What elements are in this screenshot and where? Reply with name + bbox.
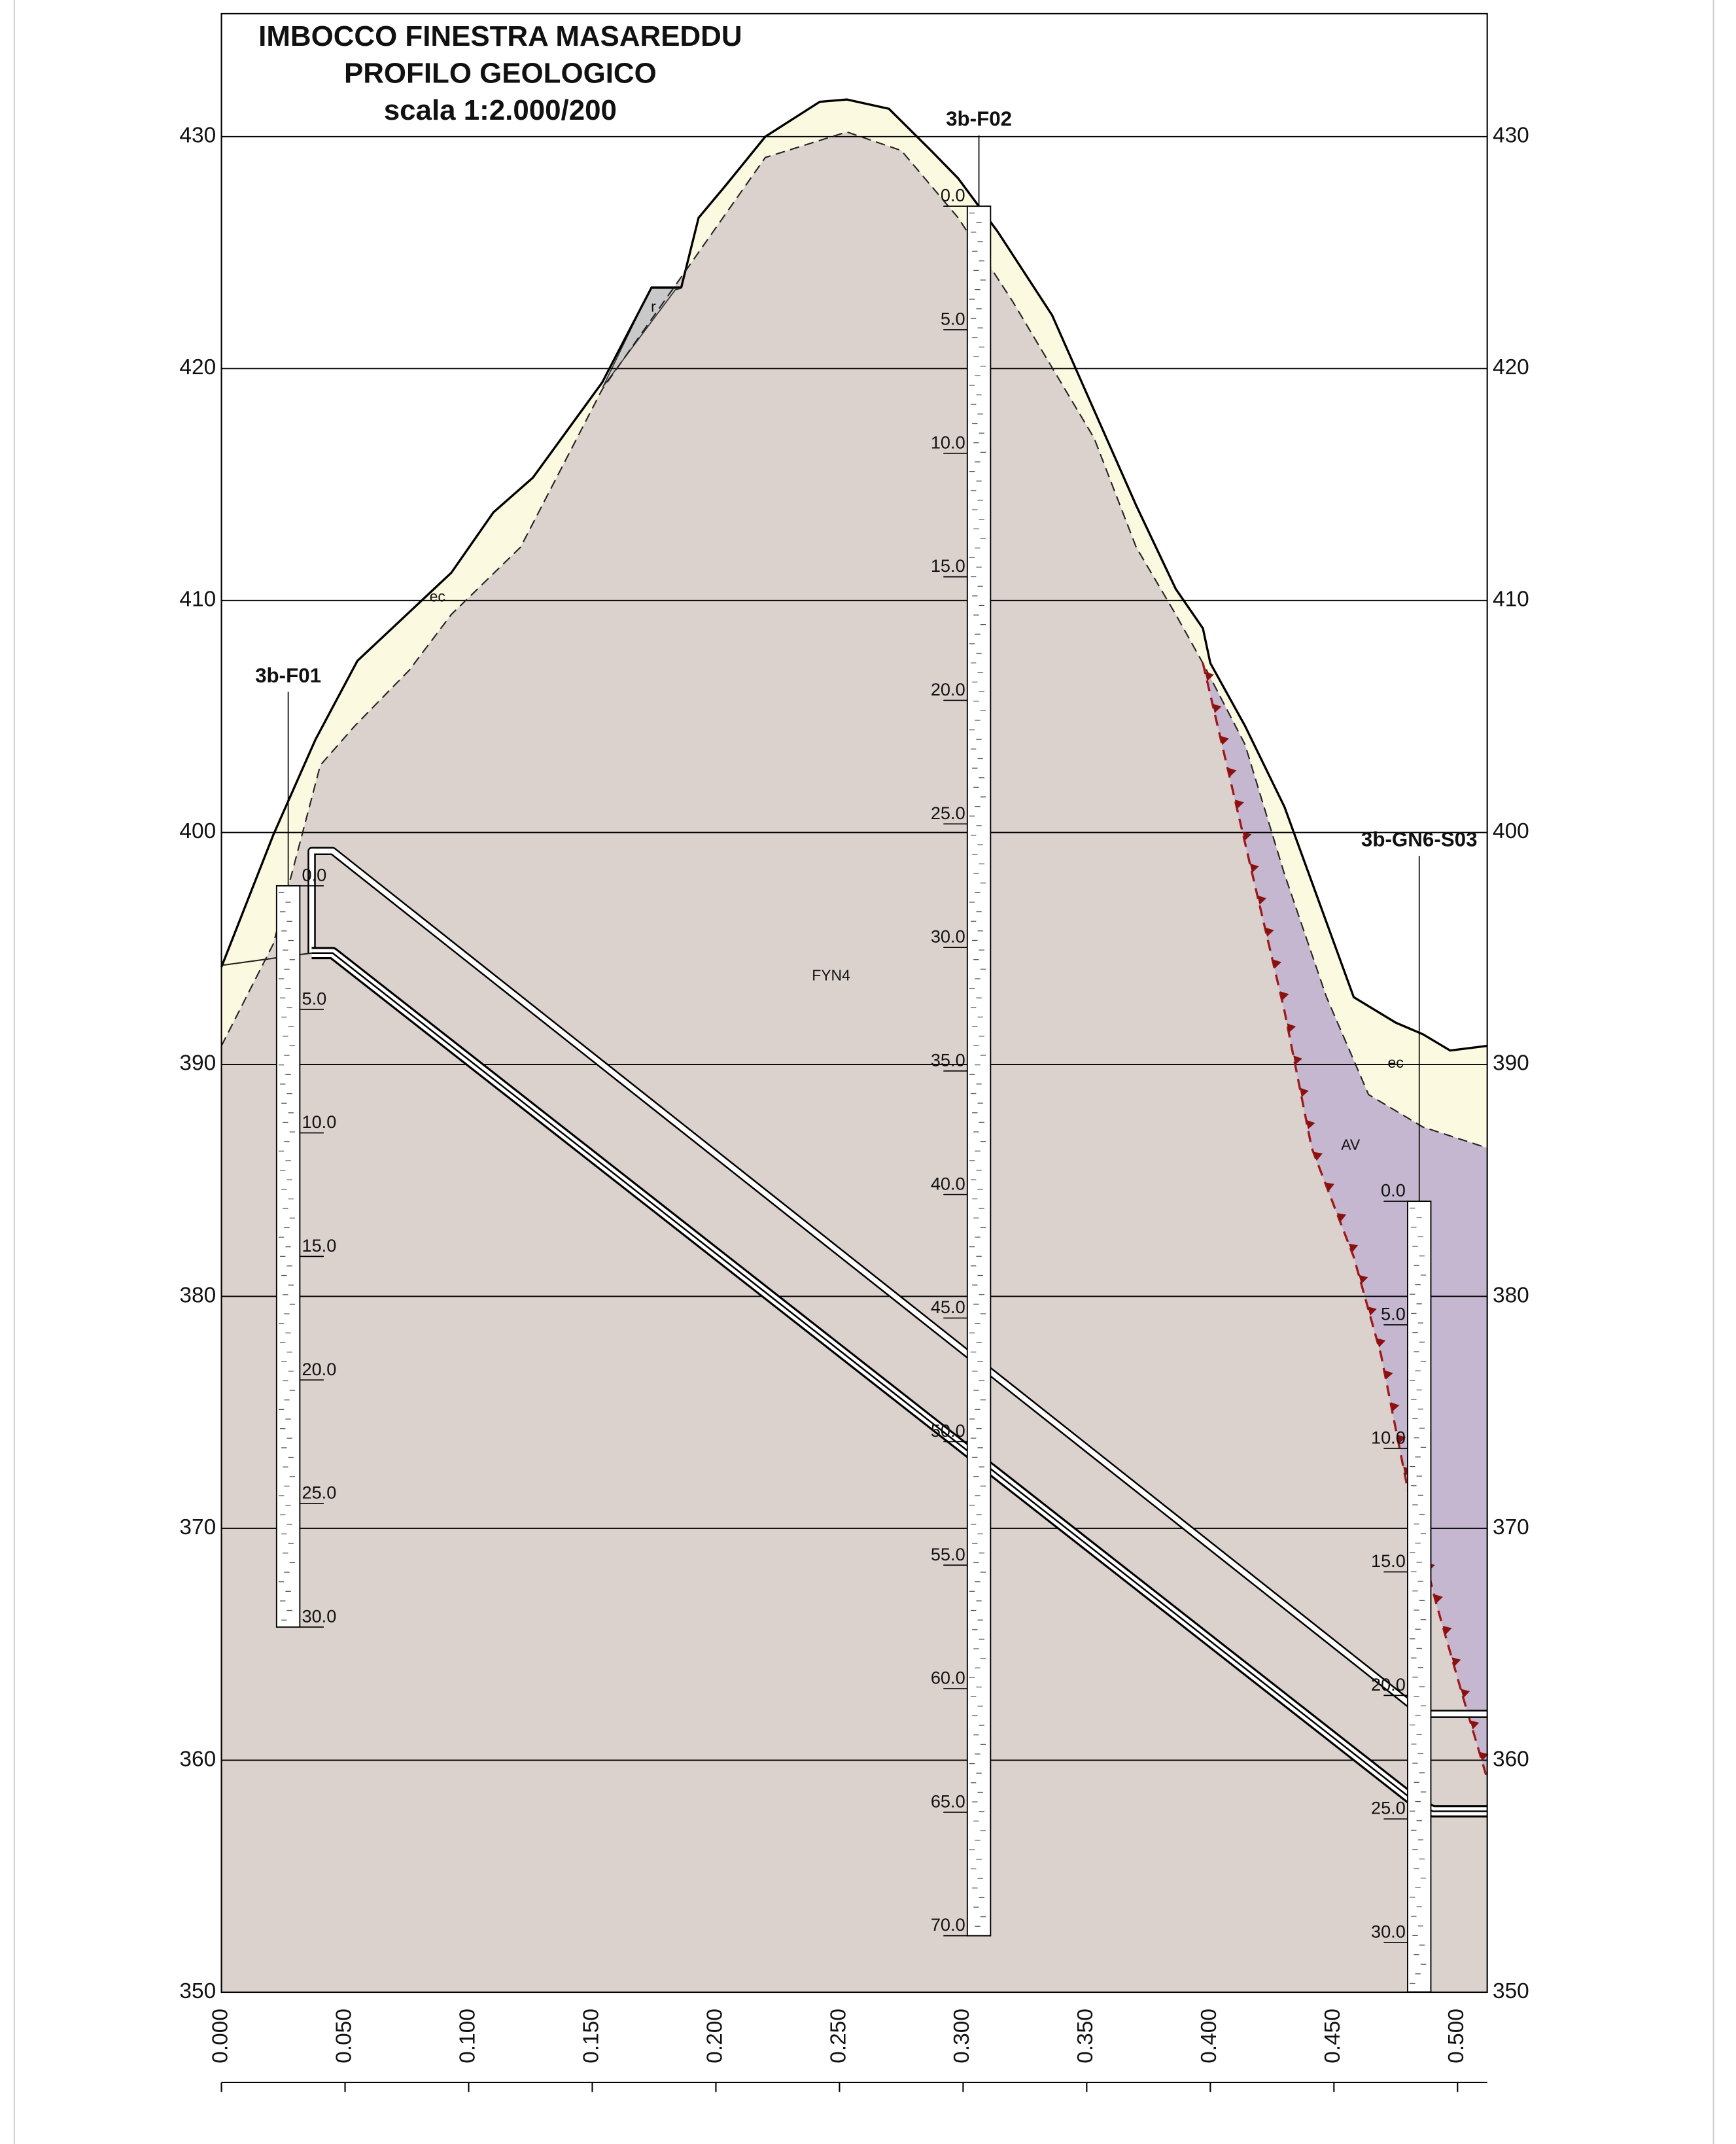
depth-label: 65.0 — [931, 1791, 965, 1811]
depth-label: 30.0 — [931, 926, 965, 947]
unit-label: ec — [430, 588, 445, 605]
unit-label: ec — [1388, 1054, 1404, 1071]
x-tick-label: 0.500 — [1444, 2009, 1468, 2064]
depth-label: 15.0 — [1371, 1551, 1406, 1571]
depth-label: 25.0 — [302, 1483, 336, 1503]
y-tick-label: 380 — [1493, 1283, 1529, 1307]
y-tick-label: 390 — [1493, 1051, 1529, 1076]
depth-label: 30.0 — [1371, 1922, 1406, 1942]
chart: ec FYN4 AV ec r IMBOCCO FINESTRA MASARED… — [0, 0, 1736, 2144]
y-tick-label: 400 — [1493, 819, 1529, 843]
depth-label: 60.0 — [931, 1668, 965, 1688]
depth-label: 0.0 — [941, 185, 965, 205]
chart-title: PROFILO GEOLOGICO — [344, 58, 657, 90]
depth-label: 25.0 — [1371, 1798, 1406, 1818]
depth-label: 55.0 — [931, 1544, 965, 1564]
x-tick-label: 0.400 — [1197, 2009, 1221, 2064]
depth-label: 15.0 — [302, 1235, 336, 1256]
y-tick-label: 430 — [1493, 124, 1529, 148]
x-tick-label: 0.000 — [208, 2009, 232, 2064]
unit-label: FYN4 — [812, 966, 850, 983]
depth-label: 20.0 — [1371, 1674, 1406, 1695]
unit-label: AV — [1341, 1136, 1361, 1153]
depth-label: 0.0 — [1381, 1180, 1406, 1201]
y-tick-label: 410 — [1493, 588, 1529, 612]
depth-label: 20.0 — [302, 1359, 336, 1379]
x-tick-label: 0.200 — [703, 2009, 727, 2064]
borehole-name: 3b-F02 — [946, 107, 1012, 130]
borehole-column — [1408, 1201, 1431, 1992]
depth-label: 45.0 — [931, 1297, 965, 1317]
x-tick-label: 0.250 — [826, 2009, 850, 2064]
y-tick-label: 410 — [179, 588, 216, 612]
borehole-name: 3b-GN6-S03 — [1361, 828, 1478, 851]
y-tick-label: 400 — [179, 819, 216, 843]
x-tick-label: 0.300 — [950, 2009, 974, 2064]
depth-label: 70.0 — [931, 1914, 965, 1935]
depth-label: 20.0 — [931, 679, 965, 699]
y-tick-label: 350 — [179, 1979, 216, 2003]
unit-label: r — [651, 298, 656, 315]
chart-title: IMBOCCO FINESTRA MASAREDDU — [258, 20, 742, 52]
y-tick-label: 350 — [1493, 1979, 1529, 2003]
depth-label: 10.0 — [302, 1112, 336, 1132]
chart-title: scala 1:2.000/200 — [384, 94, 617, 126]
page: ec FYN4 AV ec r IMBOCCO FINESTRA MASARED… — [0, 0, 1736, 2144]
y-tick-label: 420 — [1493, 355, 1529, 379]
depth-label: 5.0 — [1381, 1303, 1406, 1324]
y-tick-label: 380 — [179, 1283, 216, 1307]
depth-label: 25.0 — [931, 803, 965, 823]
y-tick-label: 360 — [179, 1747, 216, 1771]
x-tick-label: 0.150 — [579, 2009, 603, 2064]
x-tick-label: 0.050 — [332, 2009, 356, 2064]
x-tick-label: 0.100 — [455, 2009, 479, 2064]
y-tick-label: 370 — [1493, 1515, 1529, 1539]
x-tick-label: 0.450 — [1321, 2009, 1345, 2064]
depth-label: 35.0 — [931, 1049, 965, 1070]
depth-label: 50.0 — [931, 1420, 965, 1441]
depth-label: 5.0 — [941, 309, 965, 329]
depth-label: 10.0 — [1371, 1427, 1406, 1447]
x-tick-label: 0.350 — [1073, 2009, 1098, 2064]
depth-label: 40.0 — [931, 1173, 965, 1193]
y-tick-label: 360 — [1493, 1747, 1529, 1771]
borehole-column — [967, 206, 991, 1936]
y-tick-label: 390 — [179, 1051, 216, 1076]
depth-label: 15.0 — [931, 555, 965, 576]
y-tick-label: 420 — [179, 355, 216, 379]
depth-label: 10.0 — [931, 432, 965, 452]
y-tick-label: 430 — [179, 124, 216, 148]
borehole-name: 3b-F01 — [255, 664, 321, 687]
depth-label: 0.0 — [302, 864, 326, 885]
y-tick-label: 370 — [179, 1515, 216, 1539]
depth-label: 30.0 — [302, 1606, 336, 1626]
depth-label: 5.0 — [302, 988, 326, 1008]
